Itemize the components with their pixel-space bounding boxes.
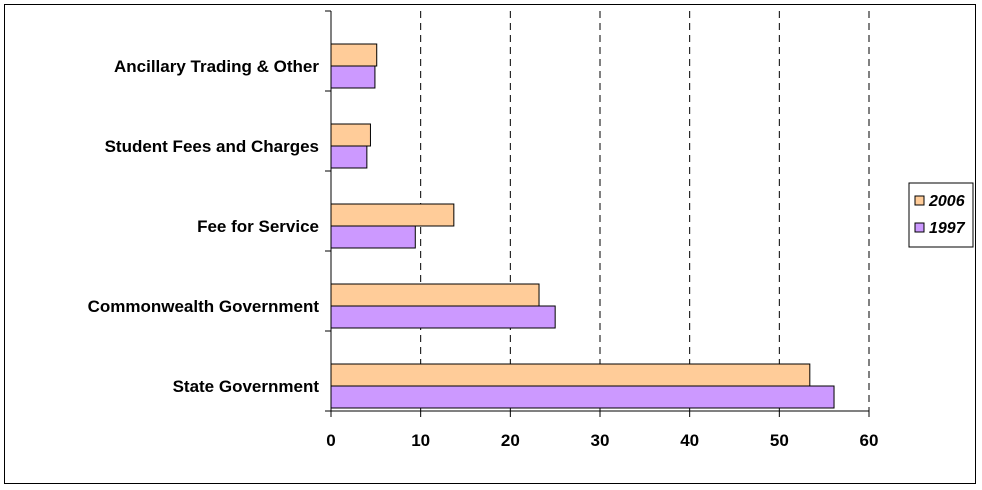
x-tick-label: 0 [326, 431, 335, 450]
legend-label-1997: 1997 [929, 220, 966, 237]
gridlines [420, 11, 870, 411]
x-tick-label: 50 [770, 431, 789, 450]
category-label: Fee for Service [197, 217, 319, 236]
bar-1997-2 [330, 145, 368, 169]
legend-swatch-1997 [914, 222, 925, 233]
axes [325, 10, 870, 417]
bar-2006-5 [330, 363, 811, 387]
category-label: Student Fees and Charges [105, 137, 319, 156]
legend-box [908, 182, 974, 248]
bar-2006-2 [330, 123, 371, 147]
bar-1997-5 [330, 385, 835, 409]
bar-2006-3 [330, 203, 455, 227]
legend: 2006 1997 [908, 182, 974, 248]
bar-1997-4 [330, 305, 556, 329]
bars [330, 43, 835, 409]
bar-2006-1 [330, 43, 378, 67]
category-label: Commonwealth Government [88, 297, 320, 316]
x-tick-label: 20 [501, 431, 520, 450]
legend-swatch-2006 [914, 195, 925, 206]
x-tick-label: 60 [860, 431, 879, 450]
x-tick-label: 40 [680, 431, 699, 450]
x-tick-label: 10 [411, 431, 430, 450]
category-label: State Government [173, 377, 320, 396]
legend-label-2006: 2006 [928, 193, 965, 210]
labels: Ancillary Trading & Other Student Fees an… [88, 57, 879, 450]
bar-2006-4 [330, 283, 540, 307]
category-label: Ancillary Trading & Other [114, 57, 319, 76]
bar-1997-1 [330, 65, 376, 89]
bar-1997-3 [330, 225, 416, 249]
x-tick-label: 30 [591, 431, 610, 450]
